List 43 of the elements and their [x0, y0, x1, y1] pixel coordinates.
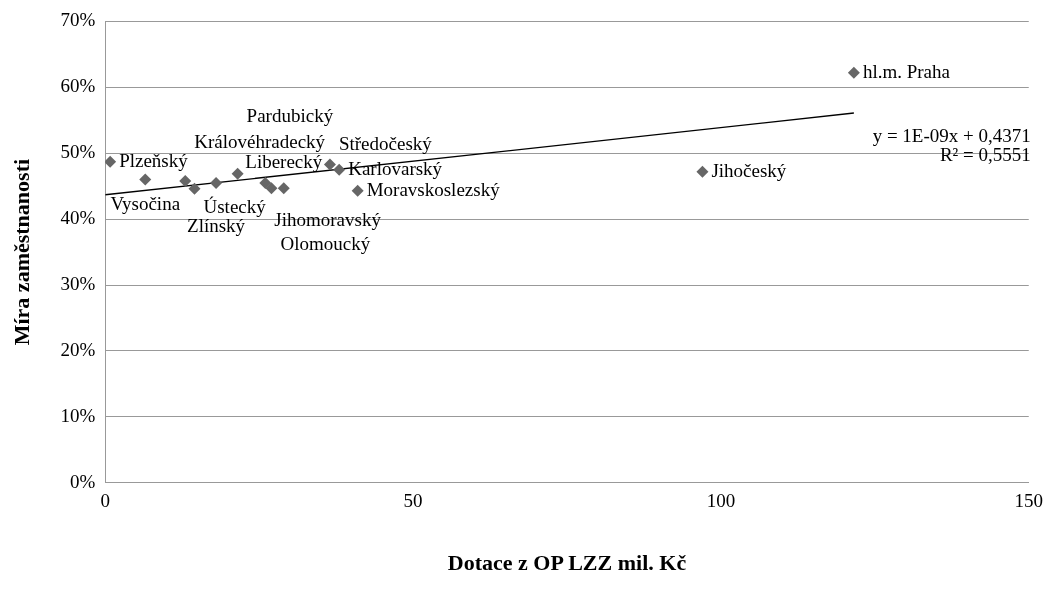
y-tick-label: 70% — [60, 9, 96, 31]
y-tick-label: 0% — [69, 470, 96, 492]
y-tick-label: 60% — [60, 75, 96, 97]
point — [259, 176, 272, 189]
annotation: Středočeský — [338, 133, 433, 155]
annotation: Karlovarský — [348, 157, 443, 179]
point — [179, 174, 192, 187]
annotation: hl.m. Praha — [862, 60, 951, 82]
point — [210, 176, 223, 189]
annotation: Ústecký — [203, 195, 267, 217]
y-tick-label: 40% — [60, 207, 96, 229]
point — [231, 167, 244, 180]
annotation: Pardubický — [246, 104, 334, 126]
annotation: Jihočeský — [711, 159, 787, 181]
point — [139, 173, 152, 186]
point — [847, 66, 860, 79]
point — [277, 182, 290, 195]
y-axis-title: Míra zaměstnanosti — [8, 158, 34, 346]
annotation: Olomoucký — [280, 233, 371, 255]
annotation: Liberecký — [245, 151, 323, 173]
annotation: Zlínský — [187, 214, 246, 236]
point — [351, 184, 364, 197]
x-tick-label: 150 — [1014, 490, 1043, 512]
point — [323, 158, 336, 171]
annotation: y = 1E-09x + 0,4371 — [872, 124, 1031, 146]
point — [696, 165, 709, 178]
x-tick-label: 50 — [403, 490, 423, 512]
point — [105, 155, 117, 168]
annotation: Moravskoslezský — [366, 178, 501, 200]
annotation: Jihomoravský — [274, 208, 382, 230]
point — [333, 163, 346, 176]
y-tick-label: 30% — [60, 273, 96, 295]
point — [265, 182, 278, 195]
x-tick-label: 100 — [706, 490, 736, 512]
point — [188, 182, 201, 195]
x-axis-title: Dotace z OP LZZ mil. Kč — [447, 550, 687, 576]
y-tick-label: 50% — [60, 141, 96, 163]
x-tick-label: 0 — [100, 490, 110, 512]
y-tick-label: 10% — [60, 404, 96, 426]
annotation: Královéhradecký — [194, 130, 326, 152]
annotation: Vysočina — [110, 192, 181, 214]
y-tick-label: 20% — [60, 338, 96, 360]
annotation: Plzeňský — [119, 149, 189, 171]
